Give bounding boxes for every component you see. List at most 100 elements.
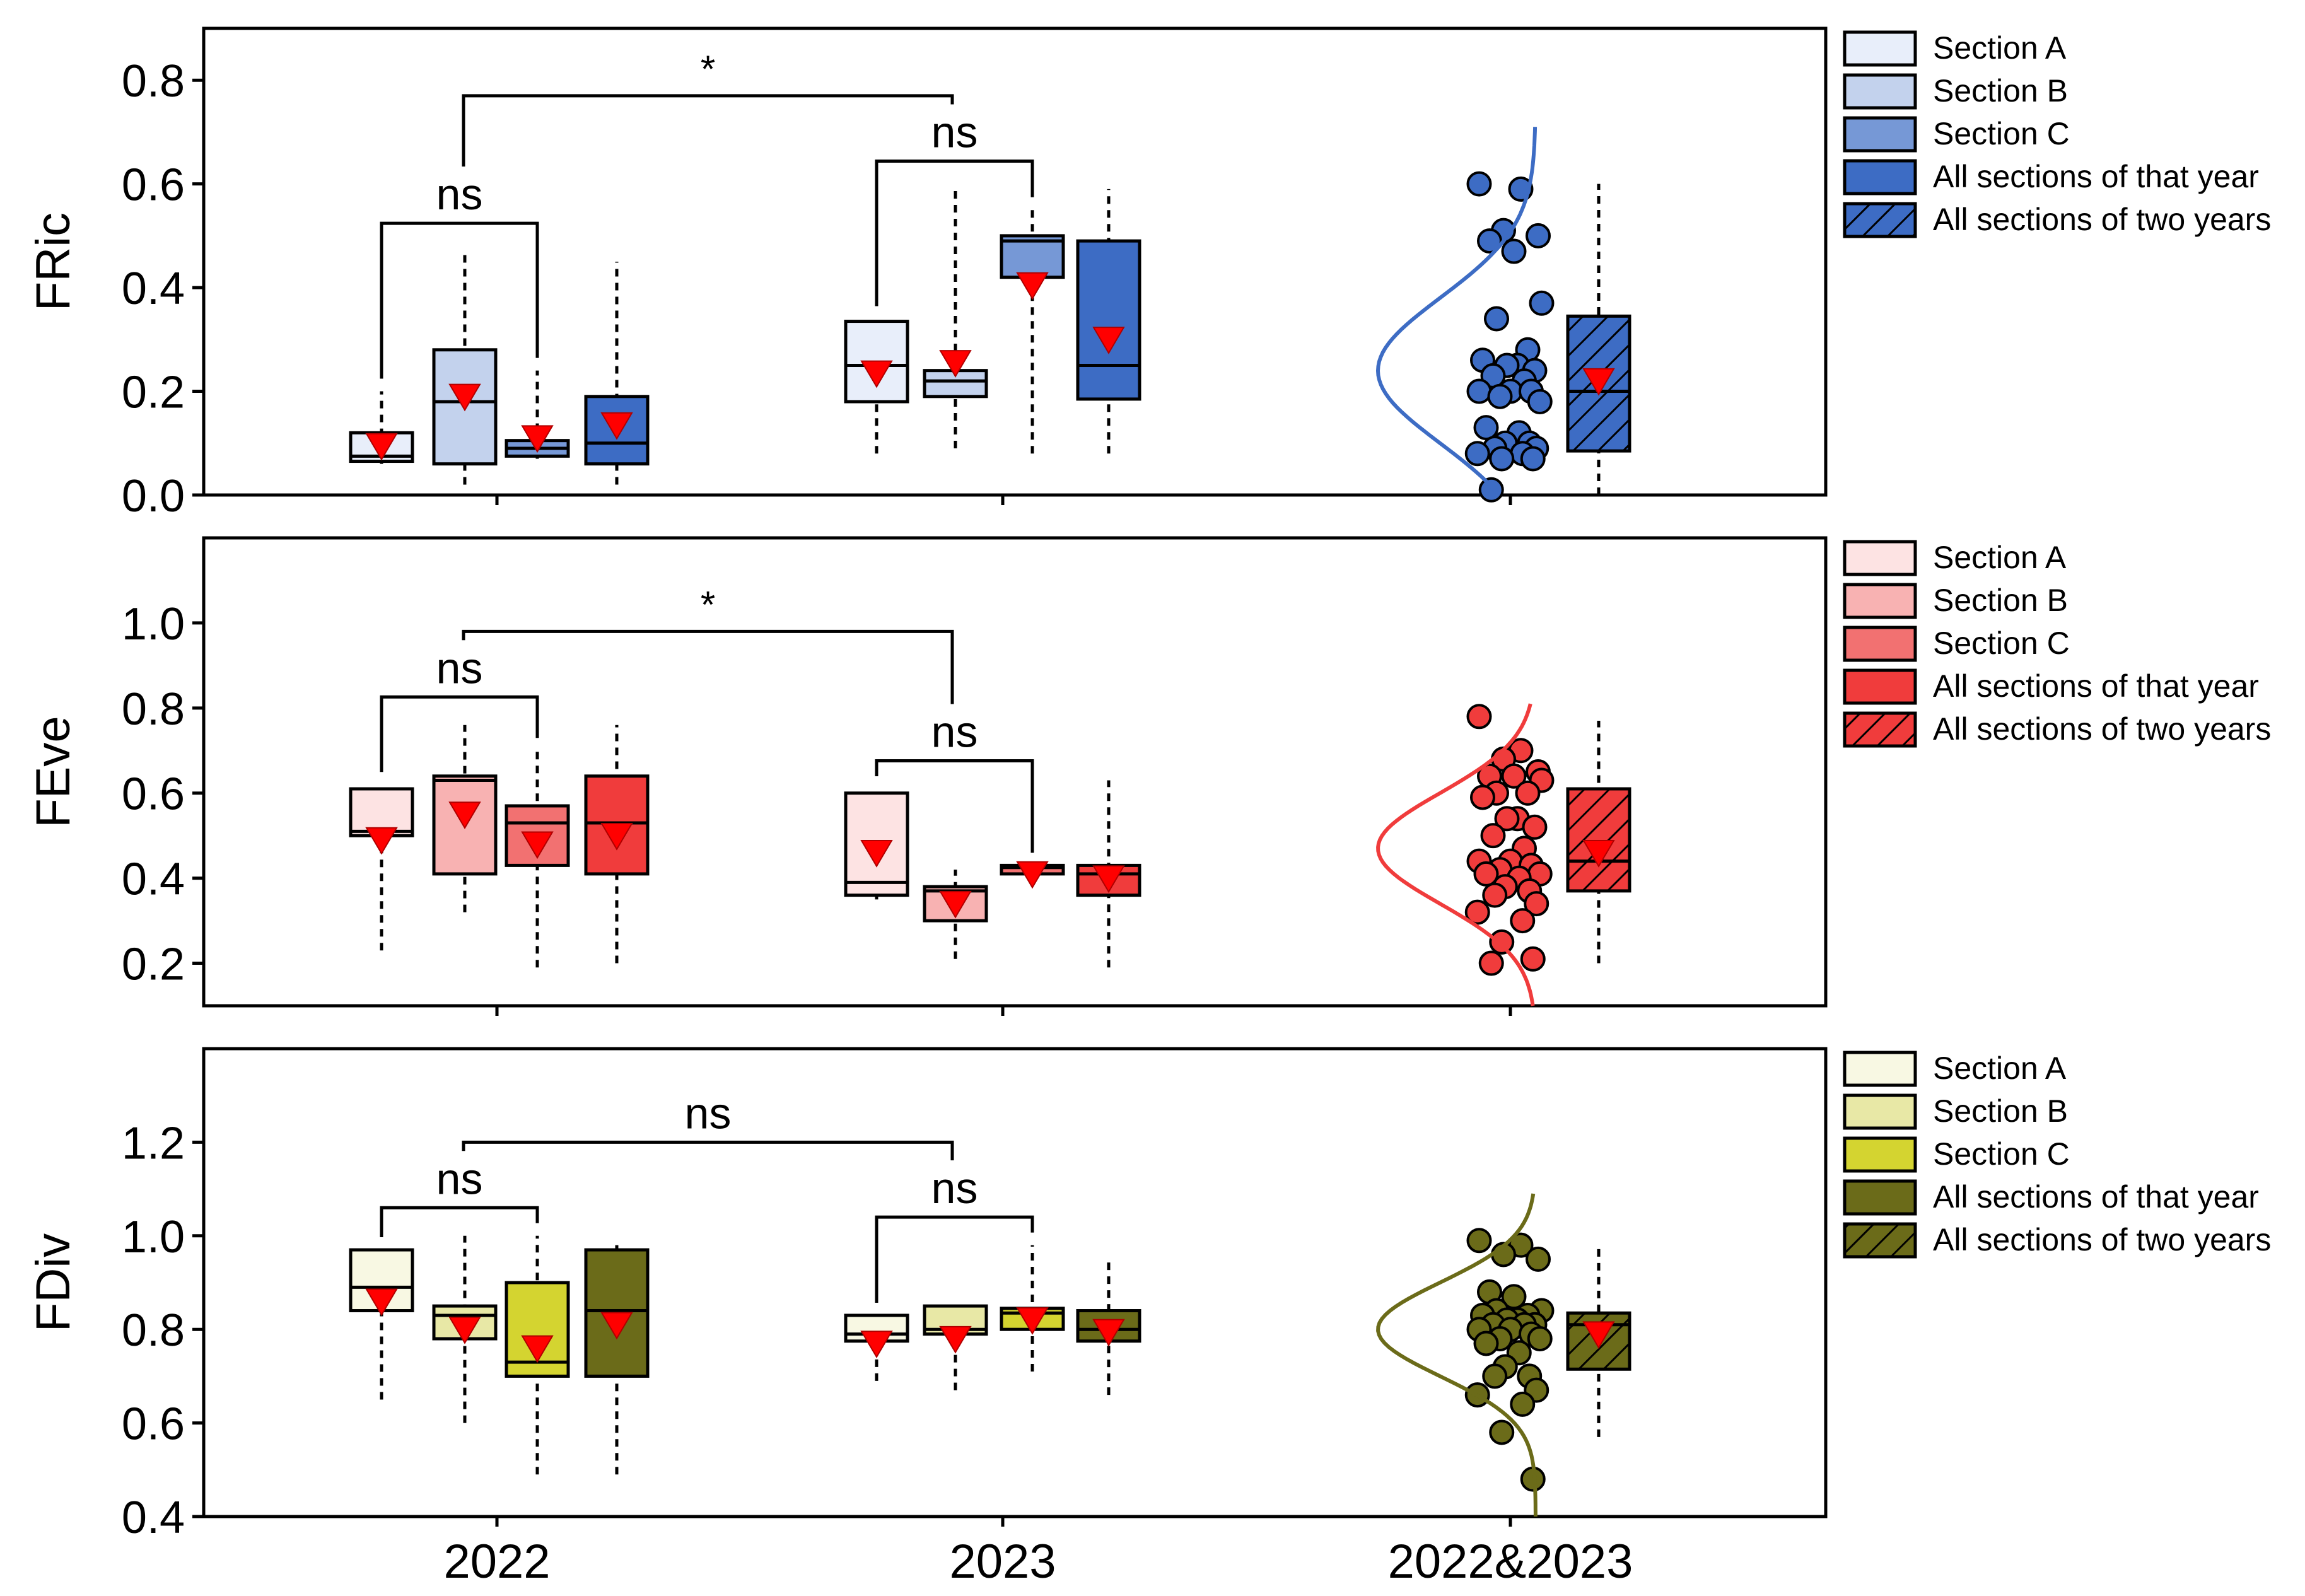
mean-marker [939, 1325, 972, 1354]
y-tick-label: 0.6 [122, 160, 185, 211]
y-tick-label: 0.2 [122, 940, 185, 990]
legend-swatch [1843, 1136, 1917, 1173]
legend-label: Section B [1933, 1093, 2068, 1129]
data-point [1529, 290, 1555, 316]
mean-marker [600, 1312, 633, 1340]
significance-label: ns [436, 170, 483, 219]
legend-label: Section B [1933, 583, 2068, 618]
data-point [1466, 1228, 1492, 1254]
significance-label: ns [931, 107, 978, 156]
x-label-2022-2023: 2022&2023 [1388, 1535, 1633, 1588]
mean-marker [365, 433, 398, 461]
data-point [1478, 477, 1504, 503]
legend-swatch [1843, 73, 1917, 110]
mean-marker [860, 1331, 893, 1359]
legend-label: Section A [1933, 540, 2067, 575]
mean-marker [365, 1288, 398, 1317]
legend-swatch [1843, 1179, 1917, 1216]
y-axis-label: FDiv [26, 1233, 80, 1332]
legend-label: Section A [1933, 30, 2067, 66]
mean-marker [860, 839, 893, 868]
legend-label: Section A [1933, 1051, 2067, 1086]
data-point [1482, 882, 1508, 908]
data-point [1464, 899, 1490, 925]
legend-label: Section C [1933, 626, 2070, 661]
mean-marker [365, 827, 398, 855]
legend-label: All sections of two years [1933, 711, 2271, 747]
significance-bracket [462, 1140, 954, 1161]
significance-bracket [462, 629, 954, 704]
legend-swatch [1843, 668, 1917, 705]
legend-swatch [1843, 1222, 1917, 1259]
y-tick-label: 0.6 [122, 1399, 185, 1450]
data-point [1466, 171, 1492, 197]
significance-bracket [875, 1215, 1034, 1303]
data-point [1473, 1331, 1499, 1356]
legend-label: All sections of that year [1933, 159, 2259, 194]
y-tick-label: 0.2 [122, 368, 185, 418]
data-point [1510, 908, 1536, 934]
data-point [1484, 306, 1509, 332]
significance-label: * [701, 48, 715, 90]
legend-label: All sections of two years [1933, 1222, 2271, 1257]
y-tick-label: 0.0 [122, 471, 185, 521]
significance-label: ns [436, 1154, 483, 1203]
mean-marker [860, 360, 893, 388]
legend-swatch [1843, 626, 1917, 662]
legend-label: Section C [1933, 1136, 2070, 1172]
distribution-curve [1376, 703, 1535, 1006]
mean-marker [939, 350, 972, 378]
data-point [1470, 784, 1495, 810]
data-point [1520, 946, 1546, 972]
legend-swatch [1843, 711, 1917, 748]
legend: Section A Section B Section C All sections … [1843, 540, 2271, 748]
legend: Section A Section B Section C All sections … [1843, 1051, 2271, 1259]
legend-label: Section C [1933, 116, 2070, 151]
data-point [1515, 780, 1541, 806]
mean-marker [1016, 272, 1049, 300]
data-point [1522, 814, 1548, 840]
plot-frame [202, 26, 1828, 497]
legend-swatch [1843, 202, 1917, 238]
legend-label: Section B [1933, 73, 2068, 108]
data-point [1466, 704, 1492, 730]
box [1566, 787, 1631, 893]
box [432, 348, 498, 466]
data-point [1524, 891, 1549, 917]
mean-marker [939, 890, 972, 919]
data-point [1527, 1326, 1553, 1352]
mean-marker [448, 1317, 481, 1344]
box [1076, 239, 1141, 401]
mean-marker [1092, 1319, 1125, 1347]
y-tick-label: 0.8 [122, 56, 185, 107]
data-point [1520, 446, 1546, 472]
plot-frame [202, 1047, 1828, 1518]
data-point [1464, 441, 1490, 467]
legend-swatch [1843, 1051, 1917, 1087]
mean-marker [1092, 327, 1125, 354]
y-tick-label: 0.4 [122, 854, 185, 905]
significance-bracket [462, 94, 954, 167]
data-point [1527, 389, 1553, 414]
y-tick-label: 1.0 [122, 599, 185, 649]
mean-marker [1092, 865, 1125, 894]
data-point [1494, 806, 1520, 832]
mean-marker [1582, 839, 1615, 868]
significance-label: ns [931, 1163, 978, 1213]
mean-marker [600, 412, 633, 440]
distribution-curve [1376, 1193, 1538, 1517]
data-point [1466, 378, 1492, 404]
legend-swatch [1843, 159, 1917, 195]
significance-bracket [380, 221, 539, 379]
data-point [1473, 861, 1499, 887]
mean-marker [521, 831, 554, 859]
data-point [1487, 383, 1513, 409]
distribution-curve [1375, 127, 1538, 496]
x-label-2022: 2022 [443, 1535, 550, 1588]
data-point [1501, 763, 1527, 789]
